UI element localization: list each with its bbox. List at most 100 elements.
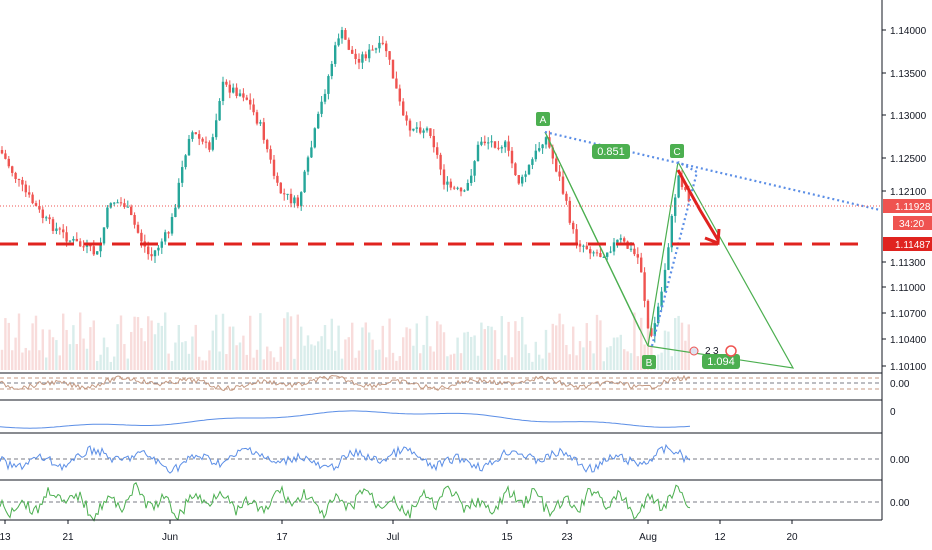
volume-bar	[595, 314, 599, 370]
candle-body	[164, 232, 167, 242]
volume-bar	[327, 349, 330, 370]
volume-bar	[337, 325, 340, 370]
candle-body	[476, 144, 480, 162]
candle-body	[300, 192, 303, 207]
point-b-label: B	[642, 355, 656, 369]
volume-bar	[65, 329, 68, 370]
volume-bar	[490, 326, 493, 370]
candle-body	[58, 228, 61, 230]
volume-bar	[527, 353, 531, 370]
candle-body	[252, 104, 255, 113]
candle-body	[388, 51, 391, 60]
candle-body	[218, 101, 221, 121]
candle-body	[374, 48, 378, 50]
candle-body	[249, 99, 252, 105]
candle-body	[657, 306, 660, 324]
candle-body	[14, 172, 17, 180]
volume-bar	[483, 329, 486, 370]
candle-body	[473, 161, 476, 176]
volume-bar	[612, 337, 616, 370]
volume-bar	[7, 322, 10, 370]
grid-lines	[0, 372, 882, 481]
candle-body	[72, 238, 75, 241]
candle-body	[500, 147, 503, 149]
volume-bar	[629, 353, 633, 370]
candle-body	[371, 49, 374, 51]
candle-body	[677, 175, 680, 198]
volume-bar	[266, 346, 269, 370]
volume-bar	[459, 353, 463, 370]
candle-body	[7, 158, 10, 167]
date-tick-label: 20	[786, 532, 798, 543]
volume-bar	[99, 354, 102, 370]
candle-body	[41, 209, 44, 218]
volume-bar	[272, 357, 276, 370]
volume-bar	[41, 329, 44, 370]
volume-bar	[371, 339, 374, 370]
volume-bar	[34, 315, 38, 370]
indicator-zero-label: 0.00	[890, 498, 910, 509]
candle-body	[102, 227, 106, 244]
volume-bar	[306, 335, 310, 370]
volume-bar	[119, 315, 123, 370]
date-tick-label: Jun	[162, 532, 178, 543]
price-tick-label: 1.13500	[890, 69, 927, 80]
volume-bar	[623, 349, 626, 370]
volume-bar	[398, 356, 401, 370]
date-axis[interactable]: 13 21 Jun 17 Jul 15 23 Aug 12 20	[0, 519, 882, 543]
volume-bar	[109, 361, 112, 370]
candle-body	[507, 141, 510, 151]
candle-body	[296, 197, 299, 207]
candle-body	[150, 254, 153, 257]
volume-bar	[575, 355, 578, 370]
volume-bar	[116, 324, 119, 370]
candle-body	[266, 139, 269, 150]
candle-body	[337, 38, 340, 46]
price-tick-label: 1.10700	[890, 309, 927, 320]
candle-body	[303, 171, 306, 193]
volume-bar	[657, 354, 660, 370]
volume-bar	[368, 332, 371, 370]
candle-body	[181, 167, 184, 183]
candle-body	[262, 122, 265, 140]
candle-body	[483, 141, 486, 144]
candle-body	[470, 175, 473, 184]
volume-bar	[170, 360, 174, 370]
candle-body	[211, 137, 214, 150]
volume-bar	[684, 340, 687, 370]
oscillator-3-line	[0, 443, 691, 474]
volume-bar	[313, 345, 316, 370]
svg-text:1.11928: 1.11928	[895, 202, 931, 213]
volume-bar	[160, 325, 163, 370]
price-axis[interactable]: 1.14000 1.13500 1.13000 1.12500 1.12100 1.113…	[881, 0, 932, 550]
candle-body	[541, 144, 544, 149]
indicator-panes[interactable]	[0, 374, 882, 522]
volume-bar	[113, 356, 116, 370]
candle-body	[466, 183, 469, 191]
candle-body	[592, 252, 595, 254]
candle-body	[140, 232, 143, 242]
price-tick-label: 1.11300	[890, 258, 926, 269]
volume-bar	[402, 337, 405, 370]
volume-bar	[446, 356, 449, 370]
candle-body	[487, 142, 490, 144]
volume-bars	[0, 312, 690, 370]
volume-bar	[218, 351, 221, 370]
svg-text:2: 2	[705, 346, 711, 357]
volume-bar	[130, 331, 133, 370]
volume-bar	[391, 352, 395, 370]
volume-bar	[167, 353, 170, 370]
volume-bar	[504, 355, 507, 370]
candle-body	[653, 323, 656, 336]
volume-bar	[674, 318, 677, 370]
volume-bar	[538, 354, 541, 370]
volume-bar	[670, 356, 673, 370]
candle-body	[28, 192, 31, 195]
candle-body	[436, 147, 439, 155]
candle-body	[323, 93, 327, 102]
economic-events[interactable]: 2 3	[689, 345, 737, 357]
volume-bar	[136, 317, 140, 370]
candle-body	[48, 217, 51, 220]
